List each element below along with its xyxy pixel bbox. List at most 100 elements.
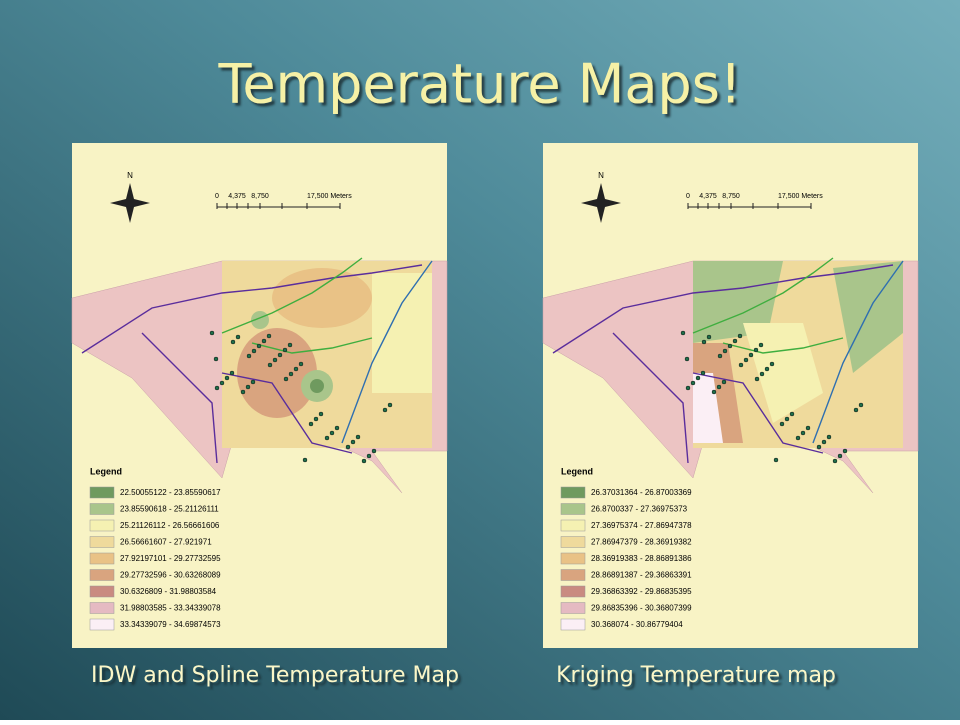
station bbox=[329, 430, 335, 436]
station bbox=[256, 343, 262, 349]
station bbox=[826, 434, 832, 440]
station bbox=[700, 370, 706, 376]
legend-title: Legend bbox=[90, 466, 122, 476]
legend-label: 29.86835396 - 30.36807399 bbox=[591, 604, 692, 613]
legend-label: 31.98803585 - 33.34339078 bbox=[120, 604, 221, 613]
station bbox=[287, 342, 293, 348]
legend-label: 23.85590618 - 25.21126111 bbox=[120, 505, 219, 514]
north-label: N bbox=[127, 171, 133, 180]
legend-label: 30.6326809 - 31.98803584 bbox=[120, 587, 217, 596]
station bbox=[737, 333, 743, 339]
legend-swatch bbox=[89, 503, 115, 515]
station bbox=[345, 444, 351, 450]
surface-zone bbox=[272, 268, 372, 328]
road bbox=[812, 260, 904, 444]
station bbox=[842, 448, 848, 454]
legend-label: 27.92197101 - 29.27732595 bbox=[120, 554, 221, 563]
station bbox=[853, 407, 859, 413]
station bbox=[272, 357, 278, 363]
legend-label: 29.36863392 - 29.86835395 bbox=[591, 587, 692, 596]
station bbox=[387, 402, 393, 408]
station bbox=[245, 384, 251, 390]
legend-label: 25.21126112 - 26.56661606 bbox=[120, 521, 220, 530]
legend-swatch bbox=[560, 602, 586, 614]
station bbox=[711, 389, 717, 395]
station bbox=[324, 435, 330, 441]
station bbox=[789, 411, 795, 417]
road bbox=[141, 332, 218, 464]
road bbox=[81, 264, 423, 354]
station bbox=[250, 379, 256, 385]
legend-label: 29.27732596 - 30.63268089 bbox=[120, 571, 221, 580]
surface-zone bbox=[372, 273, 432, 393]
station bbox=[690, 380, 696, 386]
station bbox=[680, 330, 686, 336]
surface-zone bbox=[693, 261, 783, 343]
station bbox=[219, 380, 225, 386]
legend-swatch bbox=[560, 486, 586, 499]
station bbox=[209, 330, 215, 336]
legend-swatch bbox=[560, 536, 586, 548]
surface-zone bbox=[237, 328, 317, 418]
station bbox=[717, 353, 723, 359]
road bbox=[692, 372, 824, 454]
road bbox=[552, 264, 894, 354]
map-caption: IDW and Spline Temperature Map bbox=[91, 663, 459, 688]
station bbox=[779, 421, 785, 427]
station bbox=[716, 384, 722, 390]
station bbox=[684, 356, 690, 362]
scale-label: 0 bbox=[686, 193, 690, 200]
station bbox=[758, 342, 764, 348]
scale-label: 0 bbox=[215, 193, 219, 200]
station bbox=[805, 425, 811, 431]
legend-swatch bbox=[560, 503, 586, 515]
scale-label: 4,375 bbox=[699, 193, 717, 200]
legend-label: 22.50055122 - 23.85590617 bbox=[120, 488, 221, 497]
station bbox=[313, 416, 319, 422]
station bbox=[246, 353, 252, 359]
station bbox=[361, 458, 367, 464]
station bbox=[773, 457, 779, 463]
legend-label: 27.36975374 - 27.86947378 bbox=[591, 521, 692, 530]
legend-swatch bbox=[89, 569, 115, 581]
station bbox=[293, 366, 299, 372]
station bbox=[235, 334, 241, 340]
road bbox=[221, 257, 363, 334]
legend-label: 28.36919383 - 28.86891386 bbox=[591, 554, 692, 563]
station bbox=[732, 338, 738, 344]
station bbox=[318, 411, 324, 417]
legend-swatch bbox=[560, 569, 586, 581]
legend-swatch bbox=[89, 536, 115, 548]
scale-label: 8,750 bbox=[722, 193, 740, 200]
legend-swatch bbox=[560, 618, 586, 631]
legend-swatch bbox=[560, 585, 586, 598]
station bbox=[382, 407, 388, 413]
legend-swatch bbox=[89, 602, 115, 614]
station bbox=[230, 339, 236, 345]
station bbox=[302, 457, 308, 463]
station bbox=[298, 361, 304, 367]
station bbox=[759, 371, 765, 377]
station bbox=[727, 343, 733, 349]
station bbox=[695, 375, 701, 381]
scale-label: 17,500 Meters bbox=[778, 193, 823, 200]
legend-swatch bbox=[560, 552, 586, 565]
legend-title: Legend bbox=[561, 466, 593, 476]
station bbox=[837, 453, 843, 459]
road bbox=[722, 337, 844, 354]
station bbox=[277, 352, 283, 358]
station bbox=[706, 334, 712, 340]
legend-swatch bbox=[89, 585, 115, 598]
station bbox=[832, 458, 838, 464]
station bbox=[350, 439, 356, 445]
station bbox=[266, 333, 272, 339]
station bbox=[240, 389, 246, 395]
road bbox=[692, 257, 834, 334]
north-arrow bbox=[110, 183, 150, 223]
station bbox=[308, 421, 314, 427]
scale-label: 17,500 Meters bbox=[307, 193, 352, 200]
station bbox=[334, 425, 340, 431]
station bbox=[821, 439, 827, 445]
station bbox=[743, 357, 749, 363]
map: N 0 4,375 8,750 17,500 Meters Legend 22.500551… bbox=[71, 143, 448, 648]
